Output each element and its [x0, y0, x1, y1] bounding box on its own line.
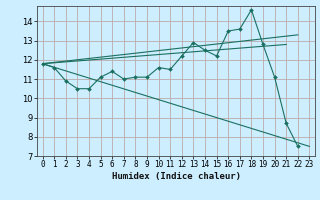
X-axis label: Humidex (Indice chaleur): Humidex (Indice chaleur)	[111, 172, 241, 181]
